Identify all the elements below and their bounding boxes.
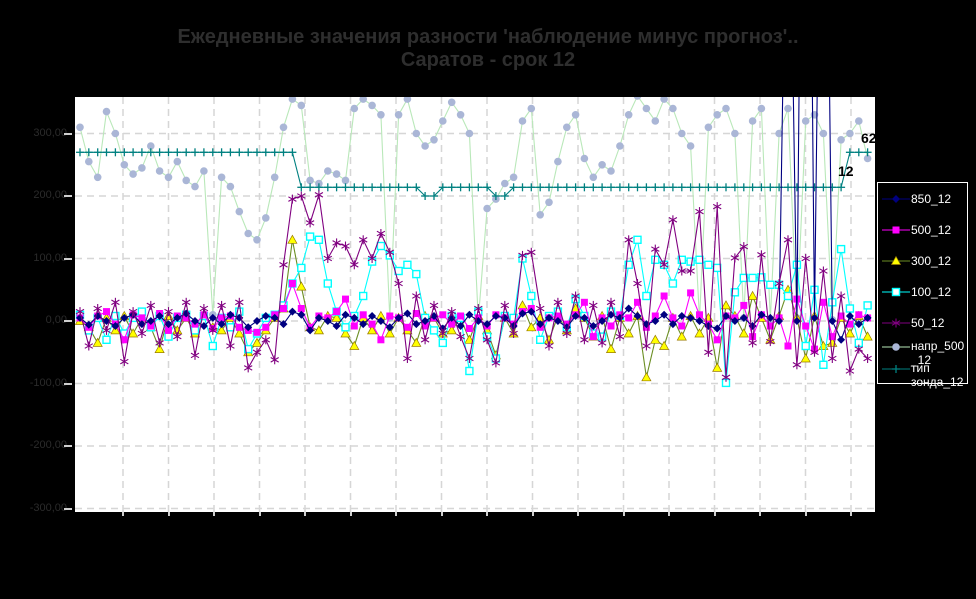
legend-plus-marker-icon — [882, 365, 910, 373]
series-100_12 — [75, 232, 872, 388]
x-axis-tick-mark — [304, 512, 306, 516]
y-axis-tick-label: -200,00 — [29, 439, 67, 451]
legend: 850_12 500_12 300_12 100_12 50_12 напр_500 _1… — [877, 182, 968, 389]
chart-title-line2: Саратов - срок 12 — [400, 49, 576, 71]
y-axis-tick-label: 300,00 — [33, 126, 67, 139]
chart-title: Ежедневные значения разности 'наблюдение… — [0, 26, 976, 72]
y-axis-tick-label: 200,00 — [33, 189, 67, 201]
legend-open-square-marker-icon — [882, 287, 910, 297]
y-axis-tick-mark — [64, 382, 72, 385]
x-axis-tick-mark — [804, 512, 807, 516]
data-label: 12 — [838, 163, 854, 179]
gridlines — [75, 97, 875, 512]
plot-area: 62 12 — [75, 97, 875, 512]
data-label: 62 — [861, 130, 875, 146]
y-axis: 300,00 200,00 100,00 0,00 -100,00 -200,00 -300… — [0, 0, 72, 599]
legend-label: напр_500 _12 — [911, 339, 965, 367]
legend-label: 500_12 — [911, 223, 952, 237]
series-тип зонда_12 — [76, 148, 872, 200]
chart-title-line1: Ежедневные значения разности 'наблюдение… — [177, 26, 799, 48]
y-axis-tick-label: -300,00 — [29, 501, 67, 514]
x-axis-tick-mark — [759, 512, 761, 516]
legend-label: 50_12 — [911, 316, 945, 330]
y-axis-tick-mark — [64, 132, 72, 135]
legend-label: 100_12 — [911, 285, 952, 299]
legend-label: тип зонда_12 — [911, 361, 964, 389]
x-axis-tick-mark — [213, 512, 215, 516]
legend-entry-50_12: 50_12 — [881, 315, 944, 331]
legend-label: 300_12 — [911, 254, 952, 268]
x-axis-tick-mark — [440, 512, 443, 516]
legend-square-marker-icon — [882, 226, 910, 234]
x-axis-tick-mark — [577, 512, 579, 516]
y-axis-tick-label: 0,00 — [45, 314, 67, 326]
x-axis-tick-mark — [486, 512, 488, 516]
legend-asterisk-marker-icon — [882, 318, 910, 328]
y-axis-tick-mark — [64, 507, 72, 510]
legend-entry-напр_500_12: напр_500 _12 — [881, 339, 964, 367]
legend-entry-100_12: 100_12 — [881, 284, 951, 300]
legend-triangle-marker-icon — [882, 255, 910, 265]
chart-svg: 62 12 — [75, 97, 875, 512]
y-axis-tick-mark — [64, 320, 72, 322]
y-axis-tick-mark — [64, 445, 72, 447]
x-axis-tick-mark — [122, 512, 124, 516]
series-напр_500_12 — [76, 97, 872, 324]
x-axis-tick-mark — [258, 512, 261, 516]
x-axis-tick-mark — [713, 512, 716, 516]
x-axis-tick-mark — [167, 512, 170, 516]
x-axis-tick-mark — [349, 512, 352, 516]
y-axis-tick-label: 100,00 — [33, 251, 67, 264]
legend-entry-500_12: 500_12 — [881, 222, 951, 238]
y-axis-tick-mark — [64, 257, 72, 260]
series-50_12 — [75, 190, 872, 382]
y-axis-tick-label: -100,00 — [29, 376, 67, 389]
x-axis-tick-mark — [850, 512, 852, 516]
x-axis-tick-mark — [668, 512, 670, 516]
legend-diamond-marker-icon — [882, 195, 910, 203]
legend-entry-850_12: 850_12 — [881, 191, 951, 207]
legend-circle-marker-icon — [882, 343, 910, 351]
x-axis-tick-mark — [531, 512, 534, 516]
y-axis-tick-mark — [64, 195, 72, 197]
x-axis-tick-mark — [622, 512, 625, 516]
legend-entry-300_12: 300_12 — [881, 253, 951, 269]
legend-entry-тип зонда_12: тип зонда_12 — [881, 361, 963, 389]
legend-label: 850_12 — [911, 192, 952, 206]
x-axis-tick-mark — [395, 512, 397, 516]
